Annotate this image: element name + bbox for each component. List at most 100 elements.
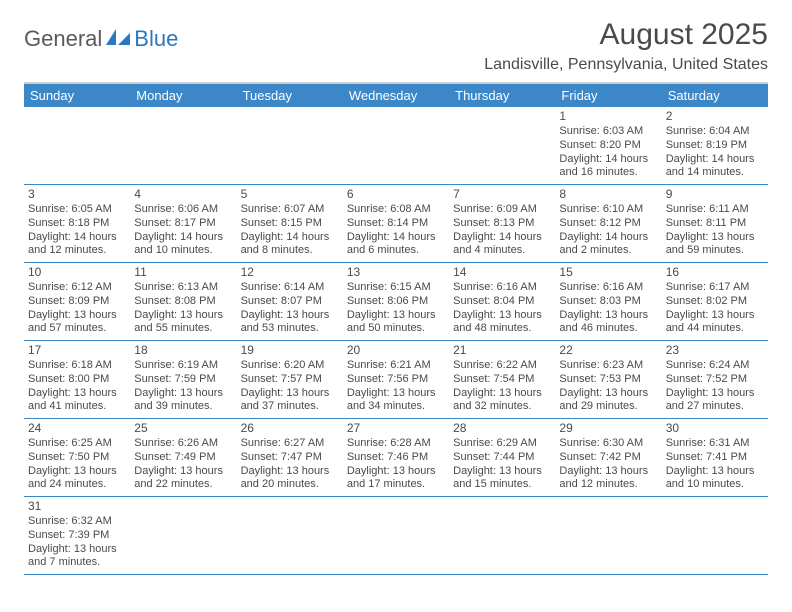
sunset-line: Sunset: 8:11 PM <box>666 217 764 231</box>
day-header: Wednesday <box>343 83 449 107</box>
sunset-line: Sunset: 7:53 PM <box>559 373 657 387</box>
sunrise-line: Sunrise: 6:16 AM <box>453 281 551 295</box>
daylight-line: Daylight: 13 hours and 37 minutes. <box>241 387 339 415</box>
daylight-line: Daylight: 13 hours and 24 minutes. <box>28 465 126 493</box>
calendar-cell <box>449 107 555 185</box>
sunset-line: Sunset: 7:56 PM <box>347 373 445 387</box>
daylight-line: Daylight: 14 hours and 10 minutes. <box>134 231 232 259</box>
calendar-cell: 2Sunrise: 6:04 AMSunset: 8:19 PMDaylight… <box>662 107 768 185</box>
sunrise-line: Sunrise: 6:06 AM <box>134 203 232 217</box>
sunset-line: Sunset: 8:07 PM <box>241 295 339 309</box>
calendar-cell: 14Sunrise: 6:16 AMSunset: 8:04 PMDayligh… <box>449 263 555 341</box>
sunrise-line: Sunrise: 6:17 AM <box>666 281 764 295</box>
daylight-line: Daylight: 13 hours and 55 minutes. <box>134 309 232 337</box>
sunrise-line: Sunrise: 6:03 AM <box>559 125 657 139</box>
sunrise-line: Sunrise: 6:10 AM <box>559 203 657 217</box>
day-number: 22 <box>559 343 657 358</box>
sunrise-line: Sunrise: 6:14 AM <box>241 281 339 295</box>
calendar-cell <box>343 497 449 575</box>
calendar-cell: 31Sunrise: 6:32 AMSunset: 7:39 PMDayligh… <box>24 497 130 575</box>
calendar-cell <box>237 497 343 575</box>
sunrise-line: Sunrise: 6:21 AM <box>347 359 445 373</box>
sunset-line: Sunset: 7:42 PM <box>559 451 657 465</box>
day-number: 18 <box>134 343 232 358</box>
daylight-line: Daylight: 13 hours and 7 minutes. <box>28 543 126 571</box>
day-number: 25 <box>134 421 232 436</box>
day-number: 2 <box>666 109 764 124</box>
daylight-line: Daylight: 13 hours and 50 minutes. <box>347 309 445 337</box>
sunrise-line: Sunrise: 6:29 AM <box>453 437 551 451</box>
sunrise-line: Sunrise: 6:18 AM <box>28 359 126 373</box>
sunset-line: Sunset: 8:03 PM <box>559 295 657 309</box>
daylight-line: Daylight: 13 hours and 46 minutes. <box>559 309 657 337</box>
day-header: Sunday <box>24 83 130 107</box>
day-number: 21 <box>453 343 551 358</box>
sunrise-line: Sunrise: 6:11 AM <box>666 203 764 217</box>
calendar-cell: 12Sunrise: 6:14 AMSunset: 8:07 PMDayligh… <box>237 263 343 341</box>
sunset-line: Sunset: 7:50 PM <box>28 451 126 465</box>
daylight-line: Daylight: 13 hours and 57 minutes. <box>28 309 126 337</box>
sunset-line: Sunset: 8:15 PM <box>241 217 339 231</box>
sunset-line: Sunset: 7:39 PM <box>28 529 126 543</box>
daylight-line: Daylight: 13 hours and 29 minutes. <box>559 387 657 415</box>
daylight-line: Daylight: 13 hours and 32 minutes. <box>453 387 551 415</box>
day-number: 20 <box>347 343 445 358</box>
sunset-line: Sunset: 8:02 PM <box>666 295 764 309</box>
sunset-line: Sunset: 7:52 PM <box>666 373 764 387</box>
day-number: 30 <box>666 421 764 436</box>
calendar-cell <box>24 107 130 185</box>
daylight-line: Daylight: 14 hours and 8 minutes. <box>241 231 339 259</box>
sunrise-line: Sunrise: 6:04 AM <box>666 125 764 139</box>
day-header: Saturday <box>662 83 768 107</box>
day-number: 14 <box>453 265 551 280</box>
calendar-cell <box>130 497 236 575</box>
sunrise-line: Sunrise: 6:07 AM <box>241 203 339 217</box>
header: General Blue August 2025 Landisville, Pe… <box>24 18 768 74</box>
day-number: 9 <box>666 187 764 202</box>
calendar-cell: 8Sunrise: 6:10 AMSunset: 8:12 PMDaylight… <box>555 185 661 263</box>
calendar-cell: 28Sunrise: 6:29 AMSunset: 7:44 PMDayligh… <box>449 419 555 497</box>
daylight-line: Daylight: 13 hours and 59 minutes. <box>666 231 764 259</box>
calendar-cell <box>237 107 343 185</box>
calendar-cell: 24Sunrise: 6:25 AMSunset: 7:50 PMDayligh… <box>24 419 130 497</box>
day-number: 10 <box>28 265 126 280</box>
sunset-line: Sunset: 7:46 PM <box>347 451 445 465</box>
calendar-cell: 11Sunrise: 6:13 AMSunset: 8:08 PMDayligh… <box>130 263 236 341</box>
sunrise-line: Sunrise: 6:20 AM <box>241 359 339 373</box>
calendar-cell <box>343 107 449 185</box>
calendar-cell: 25Sunrise: 6:26 AMSunset: 7:49 PMDayligh… <box>130 419 236 497</box>
day-number: 29 <box>559 421 657 436</box>
page-title: August 2025 <box>484 18 768 52</box>
day-number: 11 <box>134 265 232 280</box>
daylight-line: Daylight: 14 hours and 12 minutes. <box>28 231 126 259</box>
daylight-line: Daylight: 14 hours and 14 minutes. <box>666 153 764 181</box>
sunrise-line: Sunrise: 6:16 AM <box>559 281 657 295</box>
sunrise-line: Sunrise: 6:19 AM <box>134 359 232 373</box>
calendar-body: 1Sunrise: 6:03 AMSunset: 8:20 PMDaylight… <box>24 107 768 575</box>
calendar-cell <box>449 497 555 575</box>
daylight-line: Daylight: 13 hours and 17 minutes. <box>347 465 445 493</box>
sunset-line: Sunset: 7:41 PM <box>666 451 764 465</box>
calendar-cell: 19Sunrise: 6:20 AMSunset: 7:57 PMDayligh… <box>237 341 343 419</box>
daylight-line: Daylight: 13 hours and 53 minutes. <box>241 309 339 337</box>
daylight-line: Daylight: 14 hours and 2 minutes. <box>559 231 657 259</box>
calendar-cell: 3Sunrise: 6:05 AMSunset: 8:18 PMDaylight… <box>24 185 130 263</box>
sunset-line: Sunset: 8:18 PM <box>28 217 126 231</box>
day-number: 26 <box>241 421 339 436</box>
calendar-cell: 1Sunrise: 6:03 AMSunset: 8:20 PMDaylight… <box>555 107 661 185</box>
calendar-cell: 13Sunrise: 6:15 AMSunset: 8:06 PMDayligh… <box>343 263 449 341</box>
sunset-line: Sunset: 8:09 PM <box>28 295 126 309</box>
calendar-cell: 9Sunrise: 6:11 AMSunset: 8:11 PMDaylight… <box>662 185 768 263</box>
daylight-line: Daylight: 14 hours and 4 minutes. <box>453 231 551 259</box>
day-number: 27 <box>347 421 445 436</box>
daylight-line: Daylight: 13 hours and 27 minutes. <box>666 387 764 415</box>
sunrise-line: Sunrise: 6:32 AM <box>28 515 126 529</box>
sunset-line: Sunset: 8:17 PM <box>134 217 232 231</box>
daylight-line: Daylight: 13 hours and 12 minutes. <box>559 465 657 493</box>
daylight-line: Daylight: 13 hours and 22 minutes. <box>134 465 232 493</box>
sunrise-line: Sunrise: 6:27 AM <box>241 437 339 451</box>
calendar-cell: 30Sunrise: 6:31 AMSunset: 7:41 PMDayligh… <box>662 419 768 497</box>
day-header: Thursday <box>449 83 555 107</box>
day-header: Monday <box>130 83 236 107</box>
sunset-line: Sunset: 7:57 PM <box>241 373 339 387</box>
